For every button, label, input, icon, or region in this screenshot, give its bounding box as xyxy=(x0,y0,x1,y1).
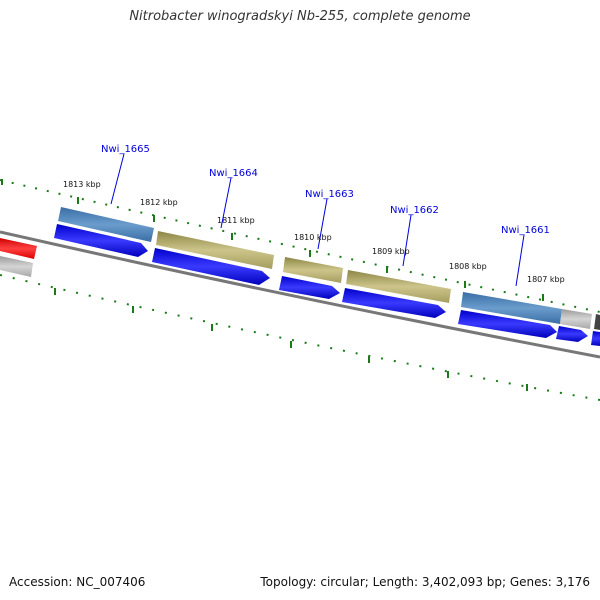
cds-arrow-nwi-1665 xyxy=(54,224,148,257)
cog-feature-nwi-1665 xyxy=(58,207,154,242)
gene-label-nwi-1664[interactable]: Nwi_1664 xyxy=(209,168,258,179)
inner-tick-ring xyxy=(0,274,600,401)
cds-track xyxy=(54,224,600,346)
gene-label-nwi-1662[interactable]: Nwi_1662 xyxy=(390,205,439,216)
cog-feature-track xyxy=(0,207,600,330)
gene-label-nwi-1665[interactable]: Nwi_1665 xyxy=(101,144,150,155)
leader-line-nwi-1665 xyxy=(110,153,125,205)
genome-summary: Topology: circular; Length: 3,402,093 bp… xyxy=(260,575,590,589)
cds-arrow-nwi-1664 xyxy=(152,248,270,285)
kbp-label: 1809 kbp xyxy=(372,247,410,256)
leader-line-nwi-1661 xyxy=(515,234,525,287)
kbp-labels: 1813 kbp 1812 kbp 1811 kbp 1810 kbp 1809… xyxy=(63,180,565,284)
cds-arrow-small xyxy=(556,326,588,342)
cog-feature-grey xyxy=(0,256,33,277)
cog-feature-nwi-1662 xyxy=(346,270,451,303)
cds-arrow-nwi-1662 xyxy=(342,288,446,318)
outer-minor-ticks xyxy=(0,179,600,313)
cog-feature-nwi-1664 xyxy=(156,231,274,269)
kbp-label: 1807 kbp xyxy=(527,275,565,284)
map-title: Nitrobacter winogradskyi Nb-255, complet… xyxy=(129,9,471,24)
kbp-label: 1812 kbp xyxy=(140,198,178,207)
gene-label-nwi-1663[interactable]: Nwi_1663 xyxy=(305,189,354,200)
leader-line-nwi-1662 xyxy=(402,214,412,267)
cog-feature-nwi-1663 xyxy=(283,257,343,283)
kbp-label: 1813 kbp xyxy=(63,180,101,189)
kbp-label: 1808 kbp xyxy=(449,262,487,271)
cds-arrow-nwi-1661 xyxy=(458,310,557,338)
inner-minor-ticks xyxy=(0,274,600,401)
cog-feature-grey-2 xyxy=(560,309,592,329)
cds-arrow-nwi-1663 xyxy=(279,276,340,299)
cds-arrow-edge xyxy=(591,331,600,346)
cog-feature-red xyxy=(0,238,37,259)
cog-feature-dark xyxy=(594,314,600,330)
leader-line-nwi-1664 xyxy=(220,177,232,229)
gene-labels: Nwi_1665 Nwi_1664 Nwi_1663 Nwi_1662 Nwi_… xyxy=(101,144,550,236)
gene-label-nwi-1661[interactable]: Nwi_1661 xyxy=(501,225,550,236)
outer-tick-ring xyxy=(0,179,600,313)
leader-line-nwi-1663 xyxy=(317,198,328,250)
cog-feature-nwi-1661 xyxy=(461,292,562,324)
kbp-label: 1811 kbp xyxy=(217,216,255,225)
kbp-label: 1810 kbp xyxy=(294,233,332,242)
genome-backbone xyxy=(0,230,600,359)
accession-label: Accession: NC_007406 xyxy=(9,575,146,589)
gene-leader-lines xyxy=(110,153,525,287)
